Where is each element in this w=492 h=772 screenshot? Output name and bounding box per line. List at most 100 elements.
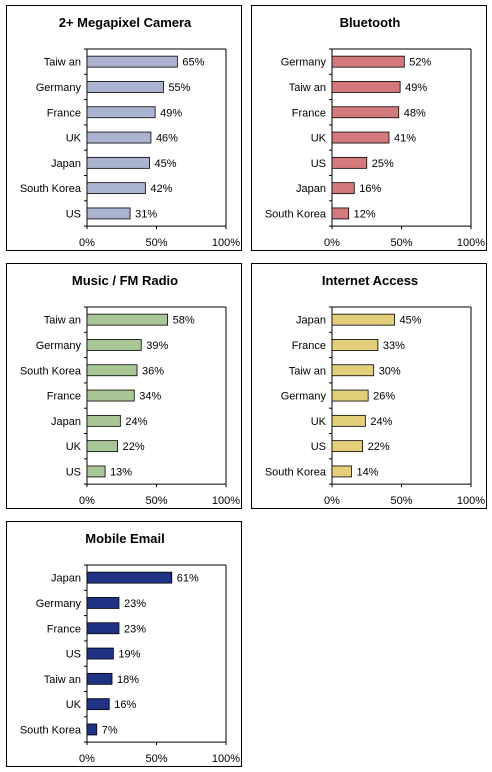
category-label: Taiw an xyxy=(289,365,326,377)
bar xyxy=(331,364,375,377)
chart-panel-internet-access: Internet Access 0% 50% 100% Japan 45% France 3… xyxy=(251,263,487,509)
category-label: South Korea xyxy=(20,724,82,736)
bar xyxy=(86,440,118,453)
bar xyxy=(331,440,363,453)
category-label: Japan xyxy=(51,573,81,585)
x-tick-label: 0% xyxy=(79,495,95,507)
category-label: France xyxy=(292,107,326,119)
category-label: Taiw an xyxy=(44,674,81,686)
bar xyxy=(331,131,390,144)
category-label: Japan xyxy=(296,183,326,195)
x-tick-label: 100% xyxy=(212,237,240,249)
data-label: 12% xyxy=(354,208,376,220)
data-label: 65% xyxy=(182,57,204,69)
x-tick-label: 50% xyxy=(145,753,167,765)
category-label: Japan xyxy=(51,416,81,428)
category-label: France xyxy=(292,340,326,352)
bar xyxy=(331,156,368,169)
data-label: 49% xyxy=(160,107,182,119)
category-label: UK xyxy=(311,133,327,145)
category-label: South Korea xyxy=(265,208,327,220)
data-label: 36% xyxy=(142,365,164,377)
category-label: France xyxy=(47,107,81,119)
bar xyxy=(331,106,400,119)
data-label: 45% xyxy=(155,158,177,170)
category-label: Germany xyxy=(36,598,82,610)
bar xyxy=(86,723,98,736)
x-tick-label: 100% xyxy=(212,495,240,507)
bar xyxy=(86,182,146,195)
bar xyxy=(86,571,173,584)
data-label: 61% xyxy=(177,573,199,585)
chart-svg-music-fm-radio: Music / FM Radio 0% 50% 100% Taiw an 58% Germ… xyxy=(20,273,240,507)
data-label: 22% xyxy=(123,441,145,453)
chart-title: Bluetooth xyxy=(340,15,401,30)
category-label: US xyxy=(66,208,81,220)
x-tick-label: 0% xyxy=(79,237,95,249)
bar xyxy=(331,55,405,68)
x-tick-label: 50% xyxy=(145,237,167,249)
bar xyxy=(331,207,350,220)
x-tick-label: 0% xyxy=(324,495,340,507)
data-label: 42% xyxy=(150,183,172,195)
category-label: UK xyxy=(66,133,82,145)
chart-svg-bluetooth: Bluetooth 0% 50% 100% Germany 52% Taiw an 49% F… xyxy=(265,15,485,249)
data-label: 19% xyxy=(118,649,140,661)
chart-title: Mobile Email xyxy=(85,531,164,546)
data-label: 49% xyxy=(405,82,427,94)
data-label: 13% xyxy=(110,466,132,478)
x-tick-label: 50% xyxy=(390,495,412,507)
data-label: 7% xyxy=(102,724,118,736)
data-label: 18% xyxy=(117,674,139,686)
data-label: 14% xyxy=(356,466,378,478)
data-label: 39% xyxy=(146,340,168,352)
chart-svg-mobile-email: Mobile Email 0% 50% 100% Japan 61% Germany 23%… xyxy=(20,531,240,765)
data-label: 16% xyxy=(359,183,381,195)
data-label: 16% xyxy=(114,699,136,711)
category-label: US xyxy=(66,649,81,661)
category-label: France xyxy=(47,623,81,635)
category-label: Taiw an xyxy=(289,82,326,94)
category-label: Taiw an xyxy=(44,57,81,69)
category-label: US xyxy=(66,466,81,478)
category-label: Germany xyxy=(281,391,327,403)
category-label: Germany xyxy=(36,340,82,352)
x-tick-label: 100% xyxy=(457,495,485,507)
bar xyxy=(331,313,395,326)
category-label: South Korea xyxy=(20,365,82,377)
data-label: 55% xyxy=(168,82,190,94)
data-label: 34% xyxy=(139,391,161,403)
data-label: 48% xyxy=(404,107,426,119)
chart-svg-internet-access: Internet Access 0% 50% 100% Japan 45% France 3… xyxy=(265,273,485,507)
x-tick-label: 0% xyxy=(324,237,340,249)
data-label: 31% xyxy=(135,208,157,220)
bar xyxy=(331,81,401,93)
data-label: 22% xyxy=(368,441,390,453)
data-label: 45% xyxy=(400,315,422,327)
bar xyxy=(86,339,142,351)
bar xyxy=(331,182,355,195)
bar xyxy=(86,131,152,144)
bar xyxy=(86,672,113,685)
data-label: 25% xyxy=(372,158,394,170)
x-tick-label: 100% xyxy=(212,753,240,765)
bar xyxy=(86,414,121,427)
data-label: 23% xyxy=(124,623,146,635)
bar xyxy=(86,647,114,660)
data-label: 24% xyxy=(370,416,392,428)
bar xyxy=(86,313,169,326)
chart-svg-megapixel-camera: 2+ Megapixel Camera 0% 50% 100% Taiw an 65% G… xyxy=(20,15,240,249)
chart-panel-music-fm-radio: Music / FM Radio 0% 50% 100% Taiw an 58% Germ… xyxy=(6,263,242,509)
category-label: South Korea xyxy=(265,466,327,478)
bar xyxy=(86,55,178,68)
category-label: Japan xyxy=(296,315,326,327)
bar xyxy=(86,698,110,711)
bar xyxy=(86,364,138,377)
bar xyxy=(86,207,131,220)
data-label: 41% xyxy=(394,133,416,145)
bar xyxy=(86,81,164,93)
data-label: 23% xyxy=(124,598,146,610)
chart-title: Internet Access xyxy=(322,273,418,288)
x-tick-label: 0% xyxy=(79,753,95,765)
category-label: UK xyxy=(66,699,82,711)
